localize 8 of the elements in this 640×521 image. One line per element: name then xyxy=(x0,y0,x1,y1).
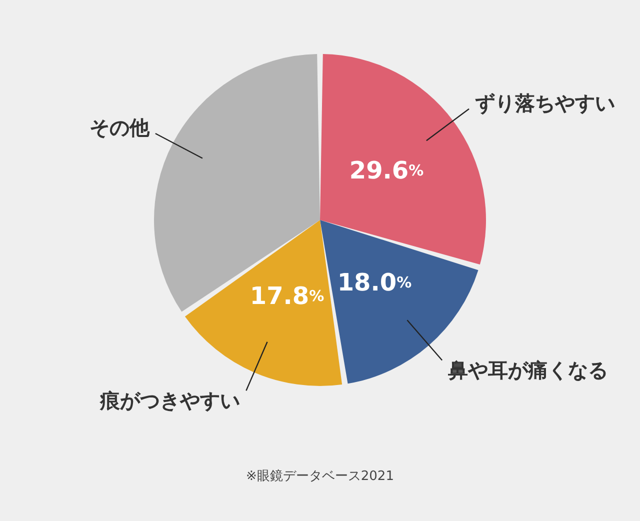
slice-label: ずり落ちやすい xyxy=(475,90,616,115)
slice-label: その他 xyxy=(89,116,150,140)
data-label: 18.0% xyxy=(337,268,412,297)
slice-label: 痕がつきやすい xyxy=(99,388,240,413)
data-label: 29.6% xyxy=(349,156,424,184)
text: ※眼鏡データベース2021 xyxy=(246,469,394,484)
slice-label: 鼻や耳が痛くなる xyxy=(447,358,608,382)
data-label: 17.8% xyxy=(250,282,324,310)
